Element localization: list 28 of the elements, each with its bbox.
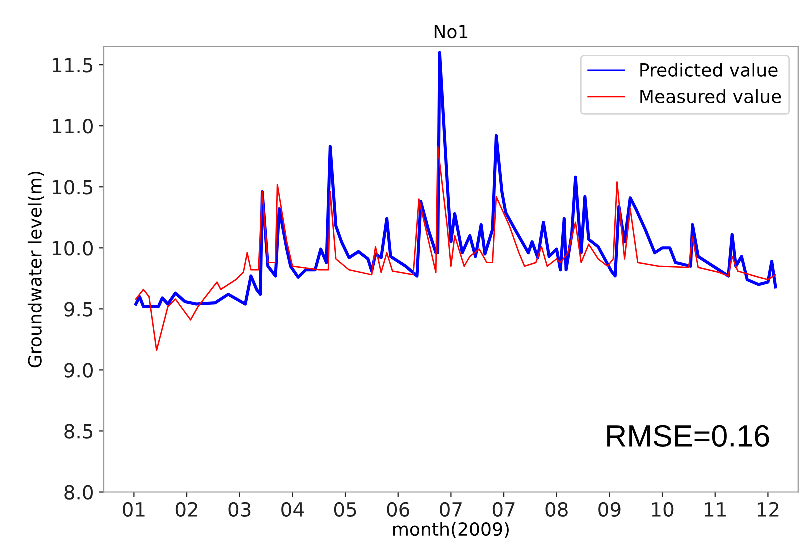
x-tick-label: 04 — [282, 502, 304, 518]
x-tick-label: 09 — [598, 502, 621, 518]
x-tick-label: 10 — [652, 502, 674, 518]
x-axis-title: month(2009) — [394, 522, 509, 538]
legend-label: Measured value — [640, 90, 782, 104]
x-tick-label: 08 — [546, 502, 568, 518]
line-series — [135, 146, 776, 352]
x-tick-label: 03 — [228, 502, 251, 518]
x-tick-label: 12 — [758, 502, 779, 517]
x-tick-label: 02 — [176, 502, 198, 518]
x-tick-label: 11 — [705, 502, 726, 517]
x-tick-label: 07 — [440, 502, 462, 518]
annotation: RMSE=0.16 — [608, 425, 770, 447]
y-tick-label: 9.5 — [64, 302, 93, 317]
y-tick-label: 8.0 — [64, 485, 93, 500]
x-tick-label: 05 — [334, 502, 356, 518]
y-tick-label: 8.5 — [64, 424, 93, 439]
y-tick-label: 11.5 — [53, 58, 93, 73]
y-tick-label: 10.0 — [53, 241, 93, 256]
y-tick-label: 9.0 — [64, 363, 93, 378]
y-tick-label: 11.0 — [53, 119, 93, 134]
y-tick-label: 10.5 — [53, 180, 93, 195]
y-axis-title: Groundwater level(m) — [28, 172, 44, 368]
x-tick-label: 01 — [123, 502, 145, 518]
x-tick-label: 06 — [387, 502, 410, 518]
chart-title: No1 — [434, 25, 468, 39]
legend-label: Predicted value — [640, 63, 778, 77]
x-tick-label: 07 — [492, 502, 515, 518]
